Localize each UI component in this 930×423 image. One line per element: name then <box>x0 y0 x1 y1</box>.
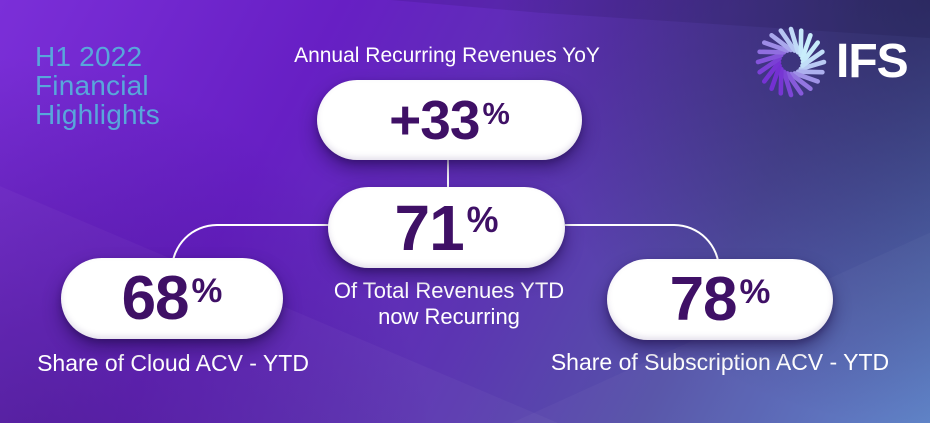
recurring-caption-line: Of Total Revenues YTD <box>333 278 565 303</box>
page-title-line: H1 2022 <box>35 41 143 72</box>
arr-stat-value: +33 <box>389 89 480 151</box>
cloud-stat-unit: % <box>191 272 223 311</box>
subscription-stat-value-group: 78% <box>670 264 771 335</box>
arr-stat-label: Annual Recurring Revenues YoY <box>294 44 600 67</box>
arr-stat-pill: +33% <box>317 80 582 160</box>
ifs-logo: IFS <box>754 25 909 99</box>
arr-stat-value-group: +33% <box>389 88 510 152</box>
recurring-stat-value-group: 71% <box>394 191 498 265</box>
recurring-stat-unit: % <box>466 200 499 241</box>
connector-vertical <box>447 159 449 189</box>
cloud-stat-value-group: 68% <box>122 263 223 334</box>
recurring-stat-pill: 71% <box>328 187 565 268</box>
cloud-stat-label: Share of Cloud ACV - YTD <box>37 350 309 376</box>
page-title: H1 2022 Financial Highlights <box>35 42 160 129</box>
page-title-line: Highlights <box>35 99 160 130</box>
arr-stat-unit: % <box>482 96 510 132</box>
subscription-stat-value: 78 <box>669 265 738 334</box>
page-title-line: Financial <box>35 70 149 101</box>
cloud-stat-value: 68 <box>121 264 190 333</box>
recurring-stat-caption: Of Total Revenues YTD now Recurring <box>287 278 611 330</box>
recurring-caption-line: now Recurring <box>378 304 520 329</box>
ifs-aperture-icon <box>755 26 827 98</box>
recurring-stat-value: 71 <box>394 191 464 264</box>
subscription-stat-pill: 78% <box>607 259 833 340</box>
subscription-stat-unit: % <box>739 273 771 312</box>
ifs-logo-text: IFS <box>836 35 909 88</box>
cloud-stat-pill: 68% <box>61 258 283 339</box>
subscription-stat-label: Share of Subscription ACV - YTD <box>550 349 890 375</box>
